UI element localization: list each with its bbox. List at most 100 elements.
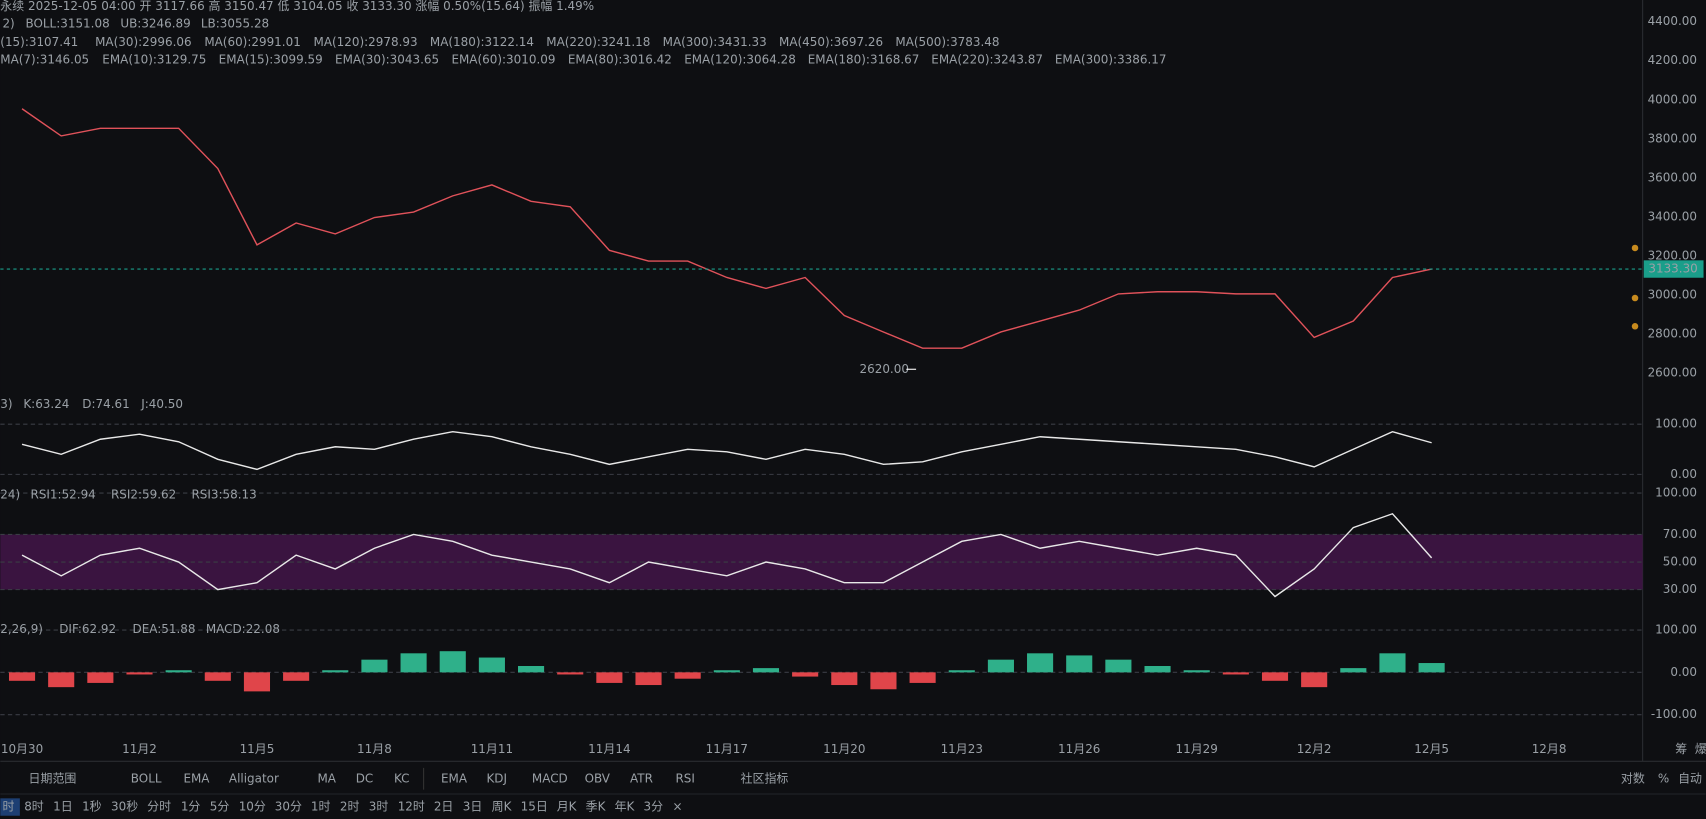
x-tick-label: 11月29 [1176, 742, 1218, 756]
indicator-button[interactable]: DC [356, 771, 374, 785]
interval-button[interactable]: 1秒 [82, 800, 102, 814]
interval-button[interactable]: 3日 [463, 800, 483, 814]
interval-button[interactable]: 2时 [340, 800, 360, 814]
scale-option[interactable]: % [1658, 771, 1669, 785]
price-line [21, 108, 1432, 349]
macd-bar [361, 659, 388, 673]
legend-item: J:40.50 [140, 397, 183, 411]
x-tick-label: 11月20 [823, 742, 865, 756]
x-tick-label: 12月5 [1414, 742, 1449, 756]
y-tick-label: 70.00 [1663, 527, 1697, 541]
interval-button[interactable]: 1时 [311, 800, 331, 814]
y-tick-label: 100.00 [1655, 623, 1697, 637]
x-tick-label: 11月5 [240, 742, 275, 756]
interval-button[interactable]: 10分 [239, 800, 266, 814]
interval-button[interactable]: × [672, 800, 682, 814]
macd-bar [713, 670, 740, 673]
interval-button[interactable]: 1日 [53, 800, 73, 814]
interval-button[interactable]: 2日 [434, 800, 454, 814]
legend-item: EMA(220):3243.87 [931, 52, 1043, 66]
x-tick-label: 11月26 [1058, 742, 1100, 756]
y-tick-label: 2600.00 [1648, 366, 1697, 380]
macd-bar [243, 672, 271, 692]
macd-bar [518, 666, 545, 673]
macd-bar [1379, 653, 1406, 673]
current-price-label: 3133.30 [1648, 262, 1697, 276]
interval-button[interactable]: 3时 [369, 800, 389, 814]
interval-button[interactable]: 30秒 [111, 800, 138, 814]
macd-bar [557, 672, 584, 675]
interval-button[interactable]: 12时 [398, 800, 425, 814]
indicator-button[interactable]: ATR [630, 771, 653, 785]
macd-bar [831, 672, 858, 686]
macd-bar [674, 672, 701, 679]
indicator-button[interactable]: KDJ [486, 771, 507, 785]
scale-option[interactable]: 自动 [1678, 771, 1702, 785]
y-tick-label: 3600.00 [1648, 170, 1697, 184]
interval-button[interactable]: 年K [615, 800, 636, 814]
macd-bar [8, 672, 36, 681]
interval-button[interactable]: 时 [2, 800, 14, 814]
legend-item: (15):3107.41 [0, 35, 78, 49]
scale-option[interactable]: 对数 [1621, 770, 1645, 785]
y-tick-label: 3200.00 [1648, 249, 1697, 263]
y-tick-label: 30.00 [1663, 582, 1697, 596]
indicator-button[interactable]: MA [317, 771, 336, 785]
legend-item: 2) [2, 16, 14, 30]
macd-bar [1418, 663, 1445, 673]
interval-button[interactable]: 周K [492, 800, 513, 814]
indicator-button[interactable]: EMA [441, 771, 468, 785]
interval-button[interactable]: 1分 [181, 800, 201, 814]
axis-label: 筹 [1675, 742, 1687, 756]
interval-button[interactable]: 3分 [644, 800, 664, 814]
macd-bar [596, 672, 623, 683]
interval-button[interactable]: 月K [557, 800, 578, 814]
legend-item: MA(120):2978.93 [314, 35, 418, 49]
indicator-button[interactable]: RSI [675, 771, 694, 785]
macd-bar [948, 670, 975, 673]
y-tick-label: 3800.00 [1648, 131, 1697, 145]
legend-item: MA(60):2991.01 [204, 35, 300, 49]
indicator-button[interactable]: Alligator [229, 771, 279, 785]
legend-item: K:63.24 [23, 397, 69, 411]
x-tick-label: 11月17 [706, 742, 748, 756]
marker-dot [1631, 294, 1639, 302]
legend-item: RSI2:59.62 [111, 487, 176, 501]
macd-bar [126, 672, 153, 675]
interval-button[interactable]: 季K [586, 800, 607, 814]
macd-bar [400, 653, 427, 673]
range-selector[interactable]: 日期范围 [29, 771, 77, 785]
interval-button[interactable]: 分时 [147, 800, 171, 814]
legend-item: EMA(60):3010.09 [451, 52, 555, 66]
k-line [21, 430, 1432, 471]
legend-item: EMA(10):3129.75 [102, 52, 206, 66]
y-tick-label: 2800.00 [1648, 327, 1697, 341]
indicator-button[interactable]: MACD [532, 771, 568, 785]
rsi-band [0, 534, 1643, 590]
indicator-button[interactable]: EMA [183, 771, 210, 785]
interval-button[interactable]: 5分 [210, 800, 230, 814]
macd-bar [283, 672, 310, 681]
indicator-button[interactable]: KC [394, 771, 410, 785]
x-tick-label: 12月8 [1532, 742, 1567, 756]
macd-bar [478, 657, 505, 673]
current-price-tag [1643, 260, 1704, 278]
y-tick-label: -100.00 [1651, 707, 1697, 721]
interval-button[interactable]: 30分 [275, 800, 302, 814]
legend-item: D:74.61 [82, 397, 129, 411]
indicator-button[interactable]: BOLL [131, 771, 162, 785]
macd-bar [792, 672, 819, 677]
indicator-button[interactable]: OBV [585, 771, 611, 785]
y-tick-label: 3400.00 [1648, 209, 1697, 223]
community-indicators[interactable]: 社区指标 [741, 770, 789, 785]
y-tick-label: 3000.00 [1648, 288, 1697, 302]
active-interval-bg [0, 798, 20, 816]
x-tick-label: 11月14 [588, 742, 630, 756]
legend-item: MACD:22.08 [206, 622, 280, 636]
interval-button[interactable]: 8时 [24, 800, 44, 814]
macd-bar [987, 659, 1014, 673]
interval-button[interactable]: 15日 [521, 800, 548, 814]
macd-bar [1027, 653, 1054, 673]
